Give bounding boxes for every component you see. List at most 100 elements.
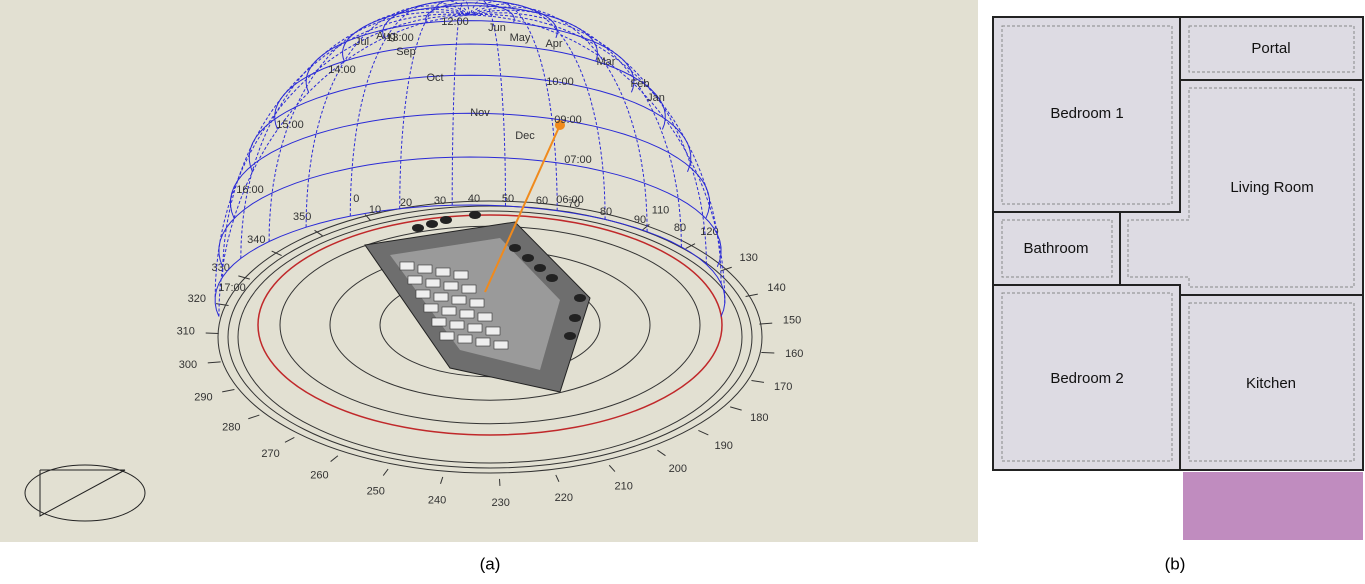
house [444, 282, 458, 290]
page: {"panel_a": { "hour_labels": ["12:00", "… [0, 0, 1365, 579]
azimuth-label: 160 [785, 348, 803, 360]
azimuth-label: 170 [774, 381, 792, 393]
month-label: May [510, 32, 531, 44]
azimuth-label: 260 [310, 470, 328, 482]
altitude-label: 80 [600, 206, 612, 218]
tree [546, 274, 558, 282]
altitude-label: 20 [400, 197, 412, 209]
altitude-label: 40 [468, 193, 480, 205]
month-label: Oct [426, 72, 443, 84]
tree [522, 254, 534, 262]
house [418, 265, 432, 273]
hour-label: 14:00 [328, 64, 356, 76]
room-label: Bedroom 2 [1050, 370, 1123, 387]
azimuth-label: 110 [652, 204, 670, 216]
azimuth-label: 320 [188, 293, 206, 305]
house [468, 324, 482, 332]
caption: (a) [480, 554, 501, 573]
azimuth-label: 240 [428, 494, 446, 506]
house [470, 299, 484, 307]
house [450, 321, 464, 329]
house [424, 304, 438, 312]
month-label: Aug [376, 30, 396, 42]
azimuth-label: 150 [783, 315, 801, 327]
hour-label: 17:00 [218, 282, 246, 294]
tree [469, 211, 481, 219]
azimuth-label: 130 [739, 252, 757, 264]
tree [509, 244, 521, 252]
month-label: Feb [631, 78, 650, 90]
azimuth-label: 250 [367, 485, 385, 497]
house [486, 327, 500, 335]
tree [412, 224, 424, 232]
azimuth-label: 180 [750, 412, 768, 424]
azimuth-label: 330 [212, 262, 230, 274]
house [460, 310, 474, 318]
house [494, 341, 508, 349]
altitude-label: 30 [434, 195, 446, 207]
house [426, 279, 440, 287]
room-label: Portal [1251, 40, 1290, 57]
house [440, 332, 454, 340]
azimuth-label: 140 [767, 282, 785, 294]
room-label: Kitchen [1246, 375, 1296, 392]
month-label: Dec [515, 130, 535, 142]
hour-label: 12:00 [441, 16, 469, 28]
house [442, 307, 456, 315]
azimuth-label: 350 [293, 211, 311, 223]
azimuth-label: 0 [353, 193, 359, 205]
house [416, 290, 430, 298]
altitude-label: 10 [369, 204, 381, 216]
house [458, 335, 472, 343]
house [454, 271, 468, 279]
house [432, 318, 446, 326]
tree [426, 220, 438, 228]
altitude-label: 50 [502, 193, 514, 205]
altitude-label: 80 [674, 222, 686, 234]
hour-label: 15:00 [276, 119, 304, 131]
hour-label: 07:00 [564, 154, 592, 166]
hour-label: 10:00 [546, 76, 574, 88]
azimuth-label: 190 [714, 440, 732, 452]
azimuth-label: 220 [555, 492, 573, 504]
azimuth-label: 310 [177, 326, 195, 338]
house [436, 268, 450, 276]
house [408, 276, 422, 284]
house [400, 262, 414, 270]
month-label: Apr [545, 38, 562, 50]
house [434, 293, 448, 301]
room-label: Living Room [1230, 179, 1313, 196]
tree [574, 294, 586, 302]
altitude-label: 70 [568, 198, 580, 210]
house [462, 285, 476, 293]
house [478, 313, 492, 321]
month-label: Jun [488, 22, 506, 34]
hour-label: 16:00 [236, 184, 264, 196]
altitude-label: 60 [536, 195, 548, 207]
hour-label: 09:00 [554, 114, 582, 126]
azimuth-label: 290 [194, 392, 212, 404]
tree [440, 216, 452, 224]
house [452, 296, 466, 304]
azimuth-label: 200 [669, 463, 687, 475]
azimuth-label: 230 [491, 497, 509, 509]
month-label: Sep [396, 46, 416, 58]
month-label: Jan [647, 92, 665, 104]
tree [534, 264, 546, 272]
azimuth-label: 280 [222, 422, 240, 434]
month-label: Jul [355, 36, 369, 48]
azimuth-label: 270 [261, 448, 279, 460]
month-label: Nov [470, 107, 490, 119]
month-label: Mar [597, 56, 616, 68]
room-label: Bedroom 1 [1050, 105, 1123, 122]
room-label: Bathroom [1023, 240, 1088, 257]
figure: 1101201301401501601701801902002102202302… [0, 0, 1365, 579]
house [476, 338, 490, 346]
exterior-area [1183, 472, 1363, 540]
azimuth-label: 300 [179, 359, 197, 371]
altitude-label: 90 [634, 214, 646, 226]
body: 1101201301401501601701801902002102202302… [0, 0, 1365, 579]
caption: (b) [1165, 554, 1186, 573]
tree [564, 332, 576, 340]
azimuth-label: 210 [615, 481, 633, 493]
